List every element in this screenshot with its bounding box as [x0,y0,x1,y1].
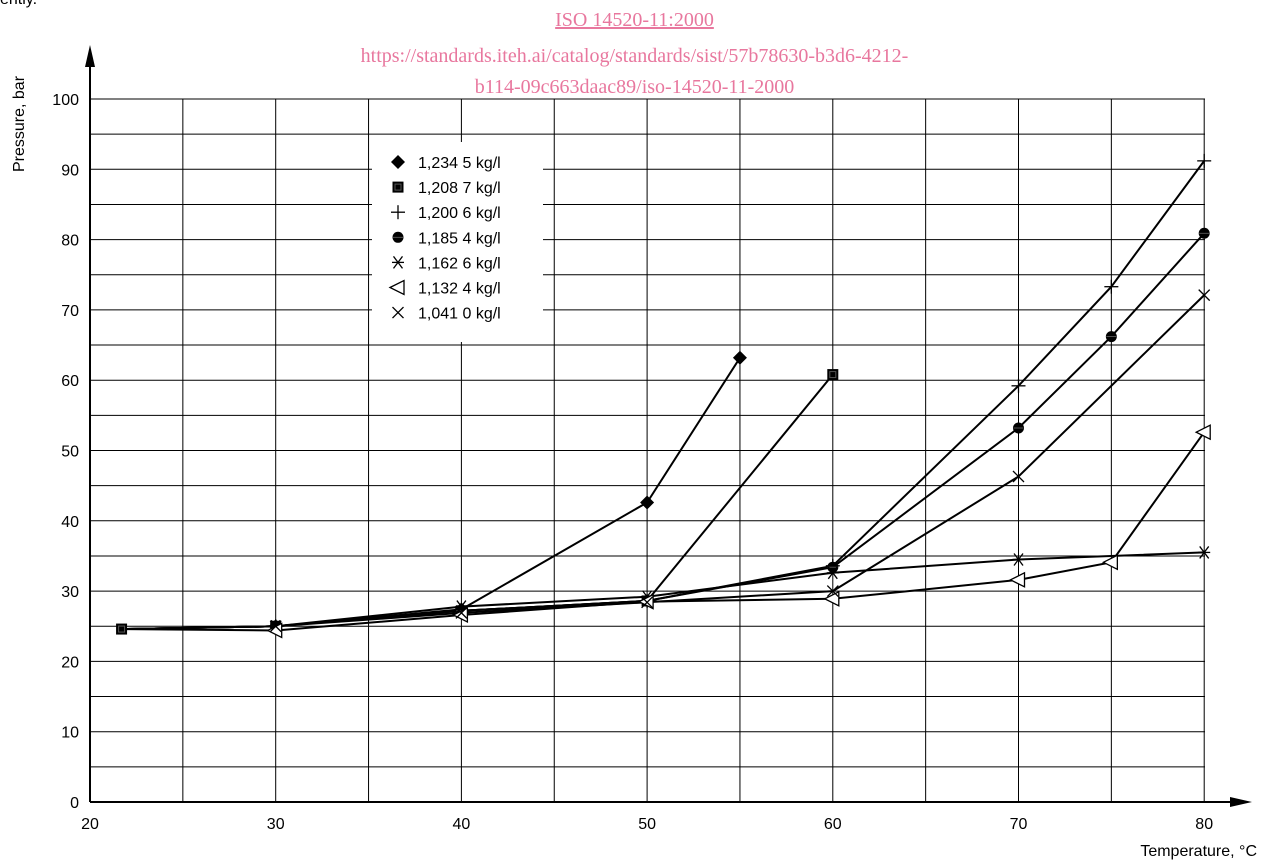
data-point [1012,553,1025,566]
x-tick-label: 30 [267,816,285,833]
x-marker-d2 [455,606,468,619]
data-point [1013,422,1024,434]
square-marker-inner [394,183,402,191]
diamond-marker-icon [732,350,747,365]
x-marker-d2 [392,306,404,319]
legend-marker [392,256,404,269]
data-point [1009,571,1026,588]
triangle-left-marker-icon [1101,554,1118,571]
y-tick-label: 70 [61,303,79,320]
asterisk-marker-d2 [1199,546,1210,559]
data-point [641,596,654,609]
data-point [269,620,282,633]
x-tick-label: 40 [453,816,471,833]
square-marker-inner [118,625,126,633]
y-tick-label: 60 [61,373,79,390]
legend-marker [388,279,405,296]
x-tick-label: 60 [824,816,842,833]
y-tick-label: 30 [61,584,79,601]
data-point [827,369,839,381]
asterisk-marker-d2 [1013,553,1024,566]
data-point [826,585,839,598]
asterisk-marker-d2 [827,566,838,580]
watermark-url-line1[interactable]: https://standards.iteh.ai/catalog/standa… [360,45,909,67]
series-lines [121,160,1206,632]
axes: 20 30 40 50 60 70 80 0 10 20 30 40 50 60 70 80 90 100 Temp… [11,45,1257,860]
clipped-body-text: ently. [0,0,37,9]
data-point [1198,227,1210,239]
x-tick-label: 80 [1195,816,1213,833]
series-line-5 [121,431,1206,632]
data-point [1105,331,1117,343]
y-tick-label: 10 [61,725,79,742]
y-axis-arrow-icon [85,45,95,67]
asterisk-marker-d2 [392,256,404,269]
data-point [823,590,840,607]
legend-marker [391,205,405,220]
watermark-standard-id[interactable]: ISO 14520-11:2000 [555,9,714,31]
data-point [1197,153,1212,168]
data-point [826,566,839,580]
x-marker-d2 [826,585,839,598]
legend-marker [392,306,404,319]
y-tick-label: 80 [61,233,79,250]
y-tick-label: 50 [61,444,79,461]
y-tick-label: 20 [61,654,79,671]
y-tick-label: 0 [70,795,79,812]
data-point [1194,424,1211,441]
diamond-marker-icon [391,155,405,169]
triangle-left-marker-icon [388,279,405,296]
x-axis-label: Temperature, °C [1140,843,1257,860]
data-point [732,350,747,365]
legend-marker [392,231,404,243]
square-marker-icon [392,181,404,193]
data-point [455,606,468,619]
legend: 1,234 5 kg/l 1,208 7 kg/l 1,200 6 kg/l 1,18… [372,142,543,342]
y-tick-label: 40 [61,514,79,531]
x-marker-d2 [1012,470,1025,483]
legend-label: 1,234 5 kg/l [418,155,501,172]
series-line-3 [121,232,1205,631]
y-axis-label: Pressure, bar [11,75,28,172]
triangle-left-marker-icon [1194,424,1211,441]
x-tick-label: 50 [638,816,656,833]
x-marker-d2 [641,596,654,609]
legend-label: 1,200 6 kg/l [418,205,501,222]
square-marker-inner [829,371,837,379]
legend-marker [392,181,404,193]
legend-label: 1,132 4 kg/l [418,281,501,298]
y-tick-label: 90 [61,162,79,179]
data-point [1101,554,1118,571]
data-point [640,495,655,510]
x-tick-label: 70 [1010,816,1028,833]
square-marker-icon [827,369,839,381]
triangle-left-marker-icon [1009,571,1026,588]
data-point [1011,378,1026,393]
data-point [1104,279,1119,294]
y-tick-label: 100 [52,92,79,109]
legend-label: 1,185 4 kg/l [418,230,501,247]
data-point [1012,470,1025,483]
diamond-marker-icon [640,495,655,510]
triangle-left-marker-icon [823,590,840,607]
x-tick-label: 20 [81,816,99,833]
data-point [1198,289,1211,302]
watermark-url-line2[interactable]: b114-09c663daac89/iso-14520-11-2000 [474,76,795,98]
legend-label: 1,162 6 kg/l [418,255,501,272]
square-marker-icon [116,623,128,635]
grid [90,98,1205,802]
x-marker-d2 [269,620,282,633]
legend-label: 1,041 0 kg/l [418,306,501,323]
legend-label: 1,208 7 kg/l [418,180,501,197]
data-point [116,623,128,635]
x-axis-arrow-icon [1230,797,1252,807]
data-markers [116,153,1212,639]
data-point [1198,546,1211,559]
x-marker-d2 [1198,289,1211,302]
legend-marker [391,155,405,169]
